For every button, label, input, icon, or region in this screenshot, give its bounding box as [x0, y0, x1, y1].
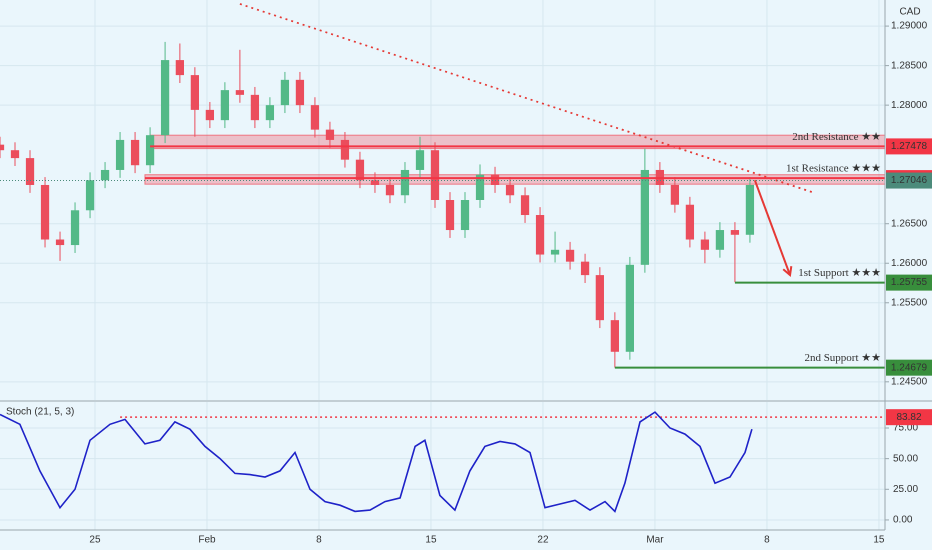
candle-body: [475, 174, 485, 200]
currency-label: CAD: [899, 7, 920, 18]
candle-body: [505, 184, 515, 196]
arrow-head: [782, 266, 793, 278]
y-tick-label: 1.28500: [891, 60, 928, 71]
x-tick-label: 25: [89, 535, 101, 546]
candle-body: [25, 158, 35, 185]
candle-body: [115, 139, 125, 170]
x-tick-label: 15: [425, 535, 437, 546]
candle-body: [745, 184, 755, 235]
price-label: 1.24679: [891, 362, 928, 373]
price-label-bg: [886, 138, 932, 155]
stoch-pane: [0, 402, 885, 530]
stoch-line: [0, 411, 753, 513]
price-label-bg: [886, 359, 932, 376]
x-tick-label: Mar: [646, 535, 664, 546]
candle-body: [370, 180, 380, 185]
x-tick-label: 22: [537, 535, 549, 546]
x-tick-label: 15: [873, 535, 885, 546]
candle-body: [715, 230, 725, 250]
x-tick-label: Feb: [198, 535, 216, 546]
candle-body: [520, 195, 530, 216]
candle-body: [445, 200, 455, 231]
price-label-bg: [886, 274, 932, 291]
price-pane: 2nd Resistance ★★ 1st Resistance ★★★ 1st S…: [0, 0, 885, 400]
candle-body: [640, 169, 650, 265]
level-name: 2nd Support ★★: [804, 352, 881, 364]
candle-body: [145, 135, 155, 166]
candle-body: [490, 174, 500, 185]
candle-body: [40, 184, 50, 240]
level-name: 1st Resistance ★★★: [786, 163, 881, 175]
x-tick-label: 8: [316, 535, 322, 546]
candle-body: [565, 249, 575, 262]
candle-body: [250, 94, 260, 121]
y-tick-label: 75.00: [893, 423, 918, 434]
y-tick-label: 1.28000: [891, 100, 928, 111]
candle-body: [685, 204, 695, 240]
candle-body: [355, 159, 365, 181]
candle-body: [175, 60, 184, 76]
price-label: 1.27046: [891, 175, 928, 186]
y-tick-label: 1.24500: [891, 376, 928, 387]
candle-body: [325, 129, 335, 140]
candle-body: [220, 90, 230, 121]
candle-body: [385, 184, 395, 196]
value-label: 83.82: [896, 412, 921, 423]
candle-body: [310, 105, 320, 130]
candle-body: [10, 150, 20, 159]
candle-body: [550, 249, 560, 255]
candle-body: [535, 215, 545, 255]
candle-body: [340, 139, 350, 160]
candle-body: [190, 75, 200, 110]
candle-body: [130, 139, 140, 166]
candle-body: [730, 230, 740, 235]
y-tick-label: 25.00: [893, 484, 918, 495]
candle-body: [400, 169, 410, 196]
price-label: 1.25755: [891, 277, 928, 288]
zone: [144, 174, 885, 185]
value-label-bg: [886, 409, 932, 426]
level-name: 1st Support ★★★: [798, 267, 881, 279]
candle-body: [595, 275, 604, 321]
candle-body: [0, 144, 5, 151]
overlay: 25 Feb 8 15 22 Mar 8 15 1.29000 1.28500 1.28000 1.2…: [89, 21, 932, 546]
candle-body: [415, 150, 425, 170]
candle-body: [160, 60, 170, 136]
y-tick-label: 0.00: [893, 515, 913, 526]
candle-body: [580, 261, 590, 276]
candle-body: [295, 79, 305, 106]
y-tick-label: 1.26000: [891, 258, 928, 269]
trendline: [239, 3, 813, 193]
price-label: 1.27478: [891, 141, 928, 152]
y-tick-label: 1.26500: [891, 218, 928, 229]
candle-body: [55, 239, 65, 246]
candle-body: [280, 79, 290, 106]
y-tick-label: 50.00: [893, 453, 918, 464]
candle-body: [235, 90, 245, 95]
candle-body: [85, 180, 95, 211]
candle-body: [205, 109, 215, 121]
candle-body: [430, 150, 440, 200]
candle-body: [100, 169, 110, 181]
y-tick-label: 1.29000: [891, 21, 928, 32]
candle-body: [70, 210, 80, 246]
y-tick-label: 1.25500: [891, 297, 928, 308]
candle-body: [610, 320, 619, 352]
candle-body: [625, 264, 634, 352]
candle-body: [700, 239, 710, 250]
x-tick-label: 8: [764, 535, 770, 546]
level-name: 2nd Resistance ★★: [792, 131, 881, 143]
arrow-shaft: [753, 179, 791, 276]
candle-body: [265, 105, 275, 121]
candle-body: [460, 200, 470, 231]
price-label-bg: [886, 172, 932, 189]
indicator-label: Stoch (21, 5, 3): [6, 407, 74, 418]
candle-body: [670, 184, 680, 205]
